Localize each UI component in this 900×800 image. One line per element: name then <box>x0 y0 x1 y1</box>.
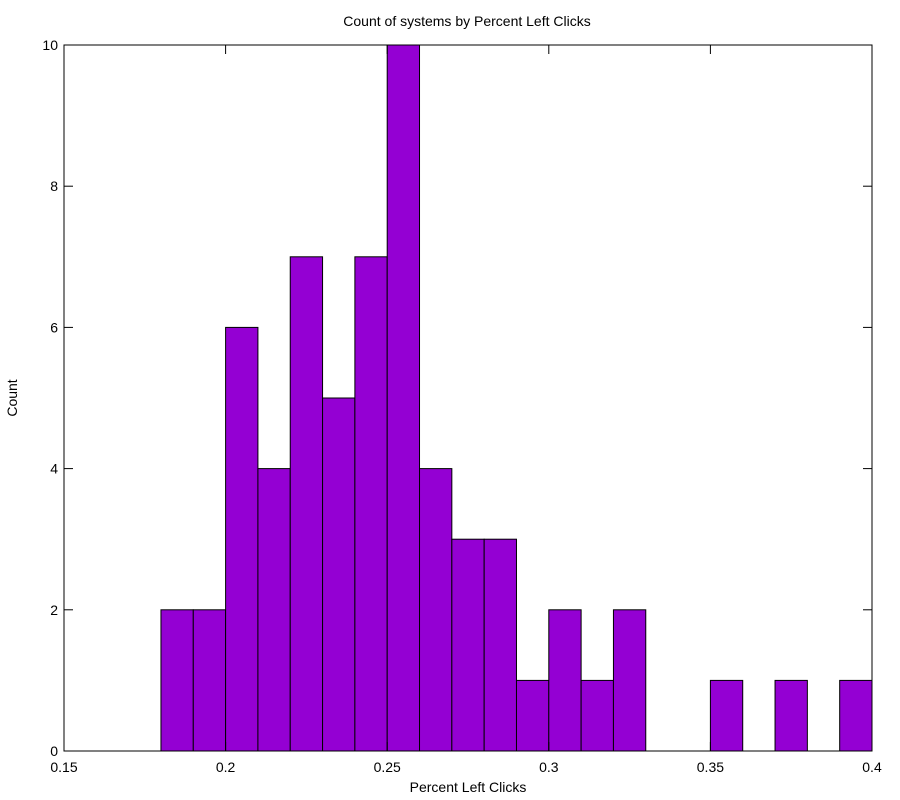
y-tick-label: 8 <box>50 178 58 194</box>
histogram-bar <box>612 609 647 752</box>
x-tick-label: 0.35 <box>697 759 724 775</box>
y-tick-label: 6 <box>50 319 58 335</box>
histogram-bar <box>289 256 324 752</box>
y-tick-label: 2 <box>50 602 58 618</box>
x-tick-label: 0.4 <box>862 759 882 775</box>
x-tick-label: 0.3 <box>539 759 559 775</box>
histogram-bar <box>160 609 194 752</box>
x-tick-label: 0.25 <box>374 759 401 775</box>
histogram-bar <box>580 679 614 752</box>
histogram-bar <box>548 609 582 752</box>
histogram-bar <box>774 679 808 752</box>
y-tick-label: 0 <box>50 743 58 759</box>
histogram-bar <box>257 468 291 752</box>
x-axis-label: Percent Left Clicks <box>410 779 527 795</box>
histogram-bar <box>192 609 227 752</box>
histogram-bar <box>709 679 744 752</box>
chart-title: Count of systems by Percent Left Clicks <box>343 13 590 29</box>
y-tick-label: 4 <box>50 461 58 477</box>
y-axis-label: Count <box>4 379 20 416</box>
x-tick-label: 0.15 <box>50 759 77 775</box>
histogram-bar <box>839 679 873 752</box>
bars-group <box>160 44 873 752</box>
histogram-bar <box>386 44 421 752</box>
histogram-bar <box>225 326 259 752</box>
histogram-bar <box>322 397 356 752</box>
histogram-bar <box>451 538 485 752</box>
histogram-bar <box>515 679 550 752</box>
y-tick-label: 10 <box>42 37 58 53</box>
histogram-bar <box>354 256 388 752</box>
axis-ticks: 0 2 4 6 8 10 0.15 0.2 0.25 0.3 0.35 0.4 <box>42 37 882 775</box>
plot-frame <box>63 44 873 752</box>
histogram-bar <box>483 538 517 752</box>
x-tick-label: 0.2 <box>216 759 236 775</box>
histogram-bar <box>419 468 453 752</box>
